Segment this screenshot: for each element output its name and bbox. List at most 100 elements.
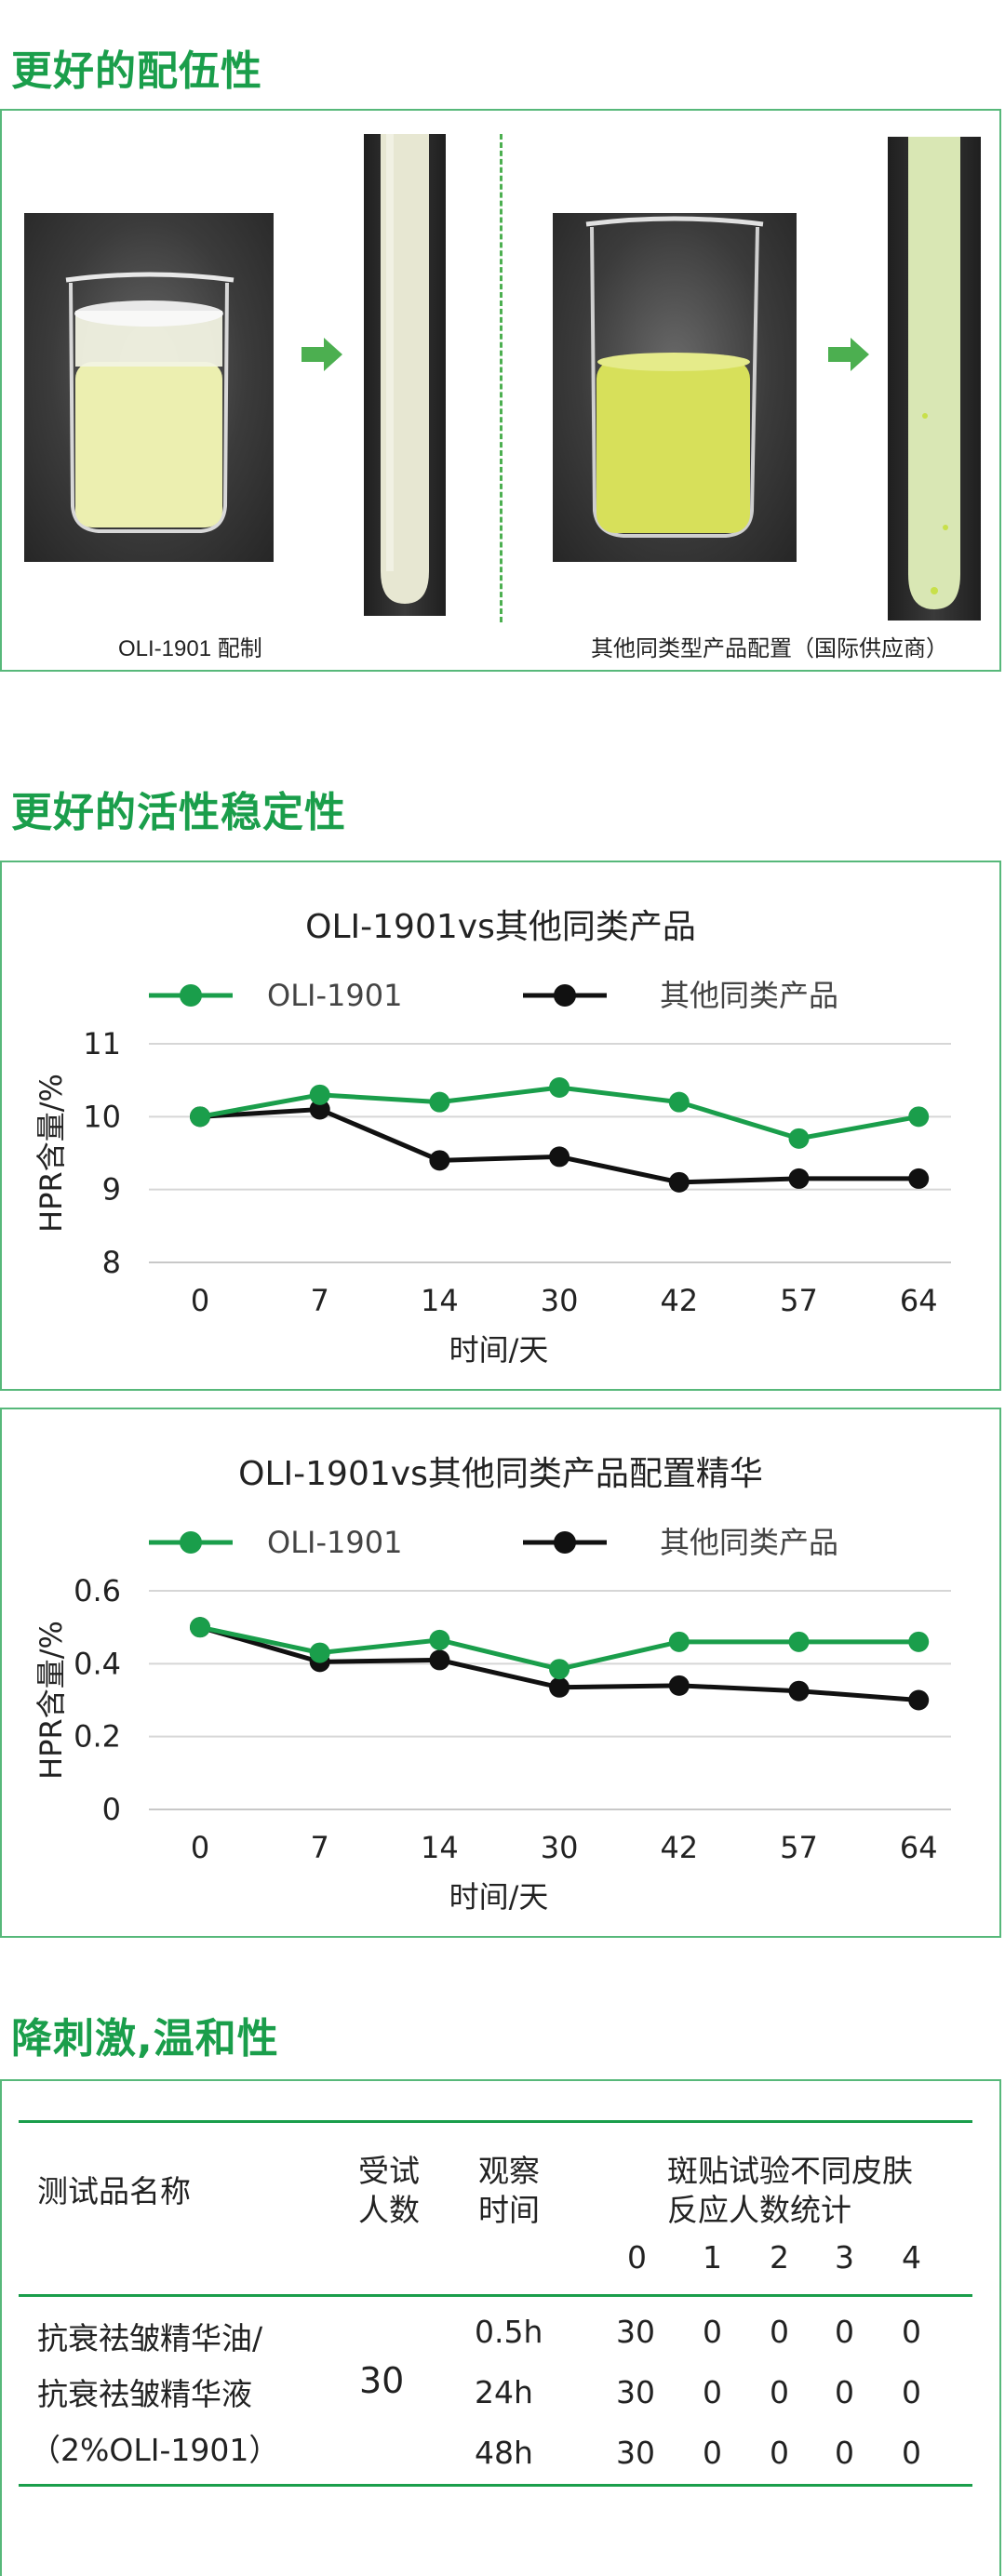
x-tick-label: 0 [191, 1830, 209, 1865]
test-tube-icon [908, 137, 960, 609]
table-rule-bottom [19, 2484, 972, 2487]
observation-time: 48h [475, 2435, 533, 2471]
data-point [429, 1091, 450, 1113]
arrow-right-icon [302, 338, 342, 371]
header-reaction-2: 反应人数统计 [667, 2192, 851, 2228]
header-time-2: 时间 [478, 2192, 540, 2228]
y-tick-label: 0.2 [74, 1719, 121, 1755]
grade-label: 2 [770, 2239, 789, 2276]
section-title-compatibility: 更好的配伍性 [11, 47, 262, 95]
data-point [668, 1171, 690, 1193]
data-point [788, 1128, 810, 1149]
product-name-line: （2%OLI-1901） [30, 2432, 280, 2468]
legend-label: 其他同类产品 [660, 1525, 838, 1560]
chart-panel-2: OLI-1901vs其他同类产品配置精华 OLI-1901 其他同类产品 0 0.2 0… [0, 1408, 1001, 1938]
x-tick-label: 14 [421, 1830, 459, 1865]
data-point [668, 1091, 690, 1113]
table-rule-mid [19, 2294, 972, 2297]
x-axis-title: 时间/天 [449, 1879, 549, 1915]
reaction-count: 0 [770, 2314, 789, 2350]
data-point [309, 1084, 330, 1105]
reaction-count: 30 [616, 2374, 655, 2410]
y-axis-title: HPR含量/% [34, 1621, 69, 1780]
data-point [190, 1106, 210, 1128]
test-tube-icon [381, 134, 429, 604]
data-point [549, 1146, 570, 1168]
header-subjects-2: 人数 [358, 2192, 420, 2228]
beaker-icon [65, 272, 234, 533]
data-point [908, 1168, 930, 1189]
data-point [429, 1150, 450, 1171]
y-tick-label: 11 [83, 1026, 121, 1061]
table-rule-top [19, 2120, 972, 2123]
reaction-count: 0 [902, 2435, 921, 2471]
grade-label: 3 [835, 2239, 854, 2276]
reaction-count: 0 [703, 2314, 722, 2350]
test-tube-photo-oli [364, 134, 446, 616]
x-tick-label: 30 [541, 1830, 579, 1865]
x-tick-label: 57 [780, 1830, 818, 1865]
y-tick-label: 0.4 [74, 1646, 121, 1681]
legend-label: OLI-1901 [267, 978, 402, 1013]
y-tick-label: 0 [102, 1792, 121, 1827]
y-tick-label: 9 [102, 1172, 121, 1208]
x-tick-label: 42 [660, 1283, 698, 1318]
compatibility-panel: OLI-1901 配制 其他同类型产品配置（国际供应商） [0, 109, 1001, 672]
x-tick-label: 0 [191, 1283, 209, 1318]
chart-title: OLI-1901vs其他同类产品 [305, 908, 696, 946]
y-axis-title: HPR含量/% [34, 1074, 69, 1233]
reaction-count: 0 [902, 2314, 921, 2350]
legend-marker [180, 1531, 202, 1554]
x-tick-label: 30 [541, 1283, 579, 1318]
reaction-count: 0 [835, 2314, 854, 2350]
y-tick-label: 8 [102, 1245, 121, 1280]
data-point [788, 1680, 810, 1702]
header-reaction-1: 斑贴试验不同皮肤 [667, 2153, 913, 2189]
data-point [908, 1106, 930, 1128]
x-tick-label: 57 [780, 1283, 818, 1318]
line-chart-1: OLI-1901 其他同类产品 8 9 10 11 0 7 14 30 42 57 64 时间/天 HPR含… [34, 978, 951, 1368]
reaction-count: 0 [770, 2374, 789, 2410]
data-point [309, 1099, 330, 1120]
grade-label: 1 [703, 2239, 722, 2276]
reaction-count: 0 [835, 2374, 854, 2410]
legend-marker [554, 1531, 576, 1554]
x-tick-label: 64 [900, 1830, 938, 1865]
header-product: 测试品名称 [37, 2173, 191, 2209]
product-name-line: 抗衰祛皱精华液 [37, 2376, 252, 2412]
dashed-divider [500, 134, 502, 622]
observation-time: 24h [475, 2374, 533, 2410]
reaction-count: 30 [616, 2314, 655, 2350]
grade-label: 4 [902, 2239, 921, 2276]
x-axis-title: 时间/天 [449, 1332, 549, 1368]
reaction-count: 30 [616, 2435, 655, 2471]
subjects-count: 30 [359, 2360, 405, 2401]
data-point [788, 1631, 810, 1652]
legend-label: 其他同类产品 [660, 978, 838, 1013]
reaction-count: 0 [703, 2435, 722, 2471]
data-point [549, 1077, 570, 1098]
y-tick-label: 10 [83, 1099, 121, 1134]
data-point [309, 1642, 330, 1663]
legend-marker [554, 984, 576, 1007]
x-tick-label: 7 [311, 1283, 329, 1318]
x-tick-label: 14 [421, 1283, 459, 1318]
x-tick-label: 64 [900, 1283, 938, 1318]
data-point [549, 1659, 570, 1680]
section-title-stability: 更好的活性稳定性 [11, 789, 346, 836]
arrow-right-icon [828, 338, 869, 371]
data-point [190, 1617, 210, 1638]
product-name-line: 抗衰祛皱精华油/ [37, 2320, 263, 2356]
header-time-1: 观察 [478, 2153, 540, 2189]
beaker-photo-other [553, 213, 797, 562]
beaker-icon [585, 216, 764, 538]
data-point [668, 1631, 690, 1652]
reaction-count: 0 [835, 2435, 854, 2471]
grade-label: 0 [627, 2239, 647, 2276]
test-tube-photo-other [888, 137, 981, 621]
x-tick-label: 7 [311, 1830, 329, 1865]
data-point [429, 1629, 450, 1650]
data-point [908, 1689, 930, 1711]
data-point [429, 1649, 450, 1671]
